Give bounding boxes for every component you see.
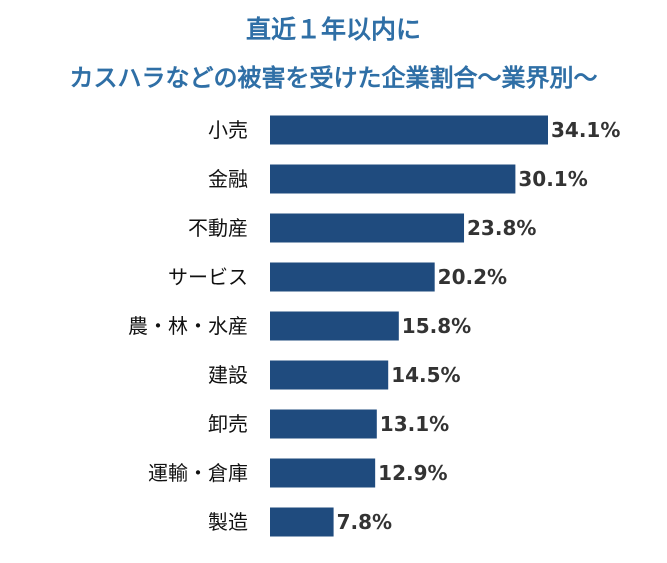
bar (270, 507, 334, 537)
value-label: 34.1% (551, 118, 620, 142)
value-label: 12.9% (378, 461, 447, 485)
category-label: 農・林・水産 (128, 314, 248, 338)
value-label: 7.8% (337, 510, 392, 534)
bar (270, 115, 548, 145)
bar (270, 213, 465, 243)
bar (270, 164, 516, 194)
chart-subtitle: カスハラなどの被害を受けた企業割合～業界別～ (69, 64, 598, 92)
bar (270, 409, 377, 439)
category-label: 製造 (208, 510, 248, 534)
bar (270, 311, 399, 341)
value-label: 13.1% (380, 412, 449, 436)
value-label: 15.8% (402, 314, 471, 338)
value-label: 30.1% (518, 167, 587, 191)
chart-title: 直近１年以内に (245, 15, 421, 44)
category-label: 不動産 (188, 216, 248, 240)
bar (270, 262, 435, 292)
category-label: 運輸・倉庫 (148, 461, 248, 485)
category-label: 建設 (208, 363, 248, 387)
category-label: サービス (168, 265, 248, 289)
category-label: 金融 (208, 167, 248, 191)
value-label: 23.8% (467, 216, 536, 240)
category-label: 卸売 (208, 412, 248, 436)
bar (270, 360, 389, 390)
category-label: 小売 (208, 118, 248, 142)
value-label: 20.2% (438, 265, 507, 289)
bar (270, 458, 376, 488)
value-label: 14.5% (391, 363, 460, 387)
